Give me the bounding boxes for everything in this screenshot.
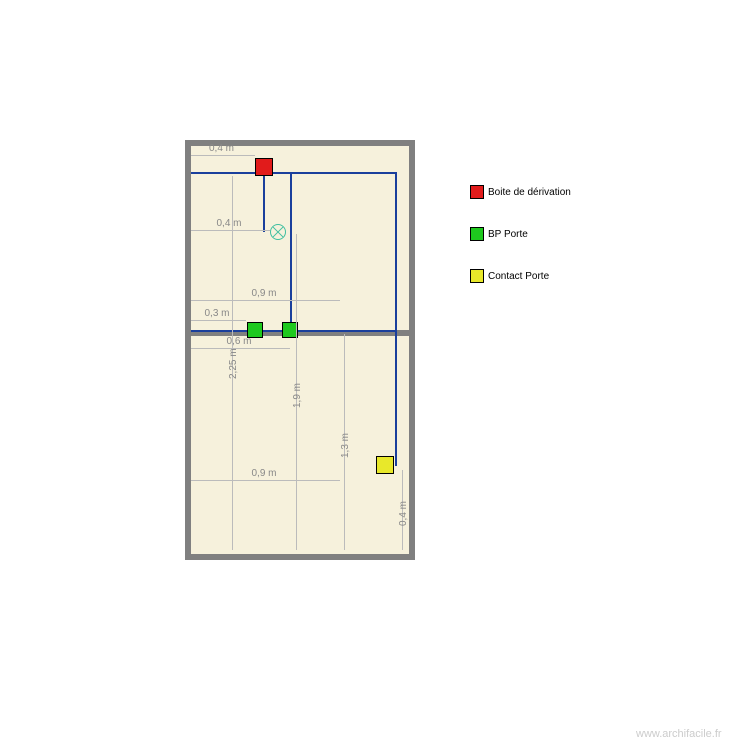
legend-label: BP Porte bbox=[488, 229, 528, 240]
legend-item-contact: Contact Porte bbox=[470, 269, 571, 283]
junction-box bbox=[255, 158, 273, 176]
watermark: www.archifacile.fr bbox=[636, 728, 722, 740]
ceiling-light-icon bbox=[270, 224, 286, 240]
wire-bp2-up bbox=[290, 172, 292, 330]
floorplan-canvas: 0,4 m 0,4 m 0,9 m 0,3 m 0,6 m 0,9 m 2,25… bbox=[0, 0, 750, 750]
legend-swatch-bp bbox=[470, 227, 484, 241]
wire-junction-to-light bbox=[263, 172, 265, 232]
legend-swatch-contact bbox=[470, 269, 484, 283]
legend-item-bp: BP Porte bbox=[470, 227, 571, 241]
room-outline bbox=[185, 140, 415, 560]
legend-label: Contact Porte bbox=[488, 271, 549, 282]
wire-top bbox=[191, 172, 395, 174]
legend: Boite de dérivation BP Porte Contact Por… bbox=[470, 185, 571, 311]
wire-right bbox=[395, 172, 397, 466]
legend-label: Boite de dérivation bbox=[488, 187, 571, 198]
legend-item-junction: Boite de dérivation bbox=[470, 185, 571, 199]
contact-porte bbox=[376, 456, 394, 474]
legend-swatch-junction bbox=[470, 185, 484, 199]
